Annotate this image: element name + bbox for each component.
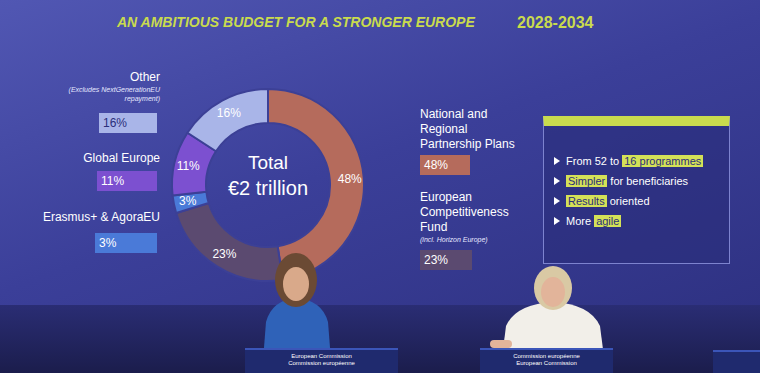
html-text:Results oriented: Results oriented xyxy=(568,195,650,207)
html-text:3%: 3% xyxy=(99,236,117,250)
html-text:Commission européenne: Commission européenne xyxy=(288,360,355,366)
html-text:From 52 to 16 programmes: From 52 to 16 programmes xyxy=(566,155,702,167)
html-text:Global Europe: Global Europe xyxy=(83,151,160,165)
svg-text:3%: 3% xyxy=(179,194,197,208)
html-text:National and Regional Partners: National and Regional Partnership Plans xyxy=(420,107,515,151)
html-text:11%: 11% xyxy=(101,174,125,188)
html-text:€2 trillion: €2 trillion xyxy=(228,177,308,199)
svg-text:11%: 11% xyxy=(177,159,200,173)
html-text:16%: 16% xyxy=(103,116,127,130)
svg-text:2028-2034: 2028-2034 xyxy=(517,14,594,31)
svg-text:48%: 48% xyxy=(338,172,362,186)
html-text:48%: 48% xyxy=(424,158,448,172)
html-text:Commission européenne: Commission européenne xyxy=(513,353,580,359)
html-text:More agile: More agile xyxy=(566,215,620,227)
html-text:23%: 23% xyxy=(424,253,448,267)
svg-text:AN AMBITIOUS BUDGET FOR A STRO: AN AMBITIOUS BUDGET FOR A STRONGER EUROP… xyxy=(116,14,475,30)
html-text:Erasmus+ & AgoraEU: Erasmus+ & AgoraEU xyxy=(42,210,160,224)
html-text:European Competitiveness Fund: European Competitiveness Fund xyxy=(420,190,509,234)
html-text:Other: Other xyxy=(130,70,160,84)
html-text:European Commission: European Commission xyxy=(516,360,577,366)
html-text:(Excludes NextGenerationEU rep: (Excludes NextGenerationEU repayment) xyxy=(68,86,160,102)
html-text:Total: Total xyxy=(247,152,289,173)
svg-text:23%: 23% xyxy=(212,247,236,261)
html-text:Simpler for beneficiaries: Simpler for beneficiaries xyxy=(568,175,688,187)
html-text:(incl. Horizon Europe): (incl. Horizon Europe) xyxy=(420,236,488,243)
svg-text:16%: 16% xyxy=(217,106,241,120)
html-text:European Commission: European Commission xyxy=(291,353,352,359)
